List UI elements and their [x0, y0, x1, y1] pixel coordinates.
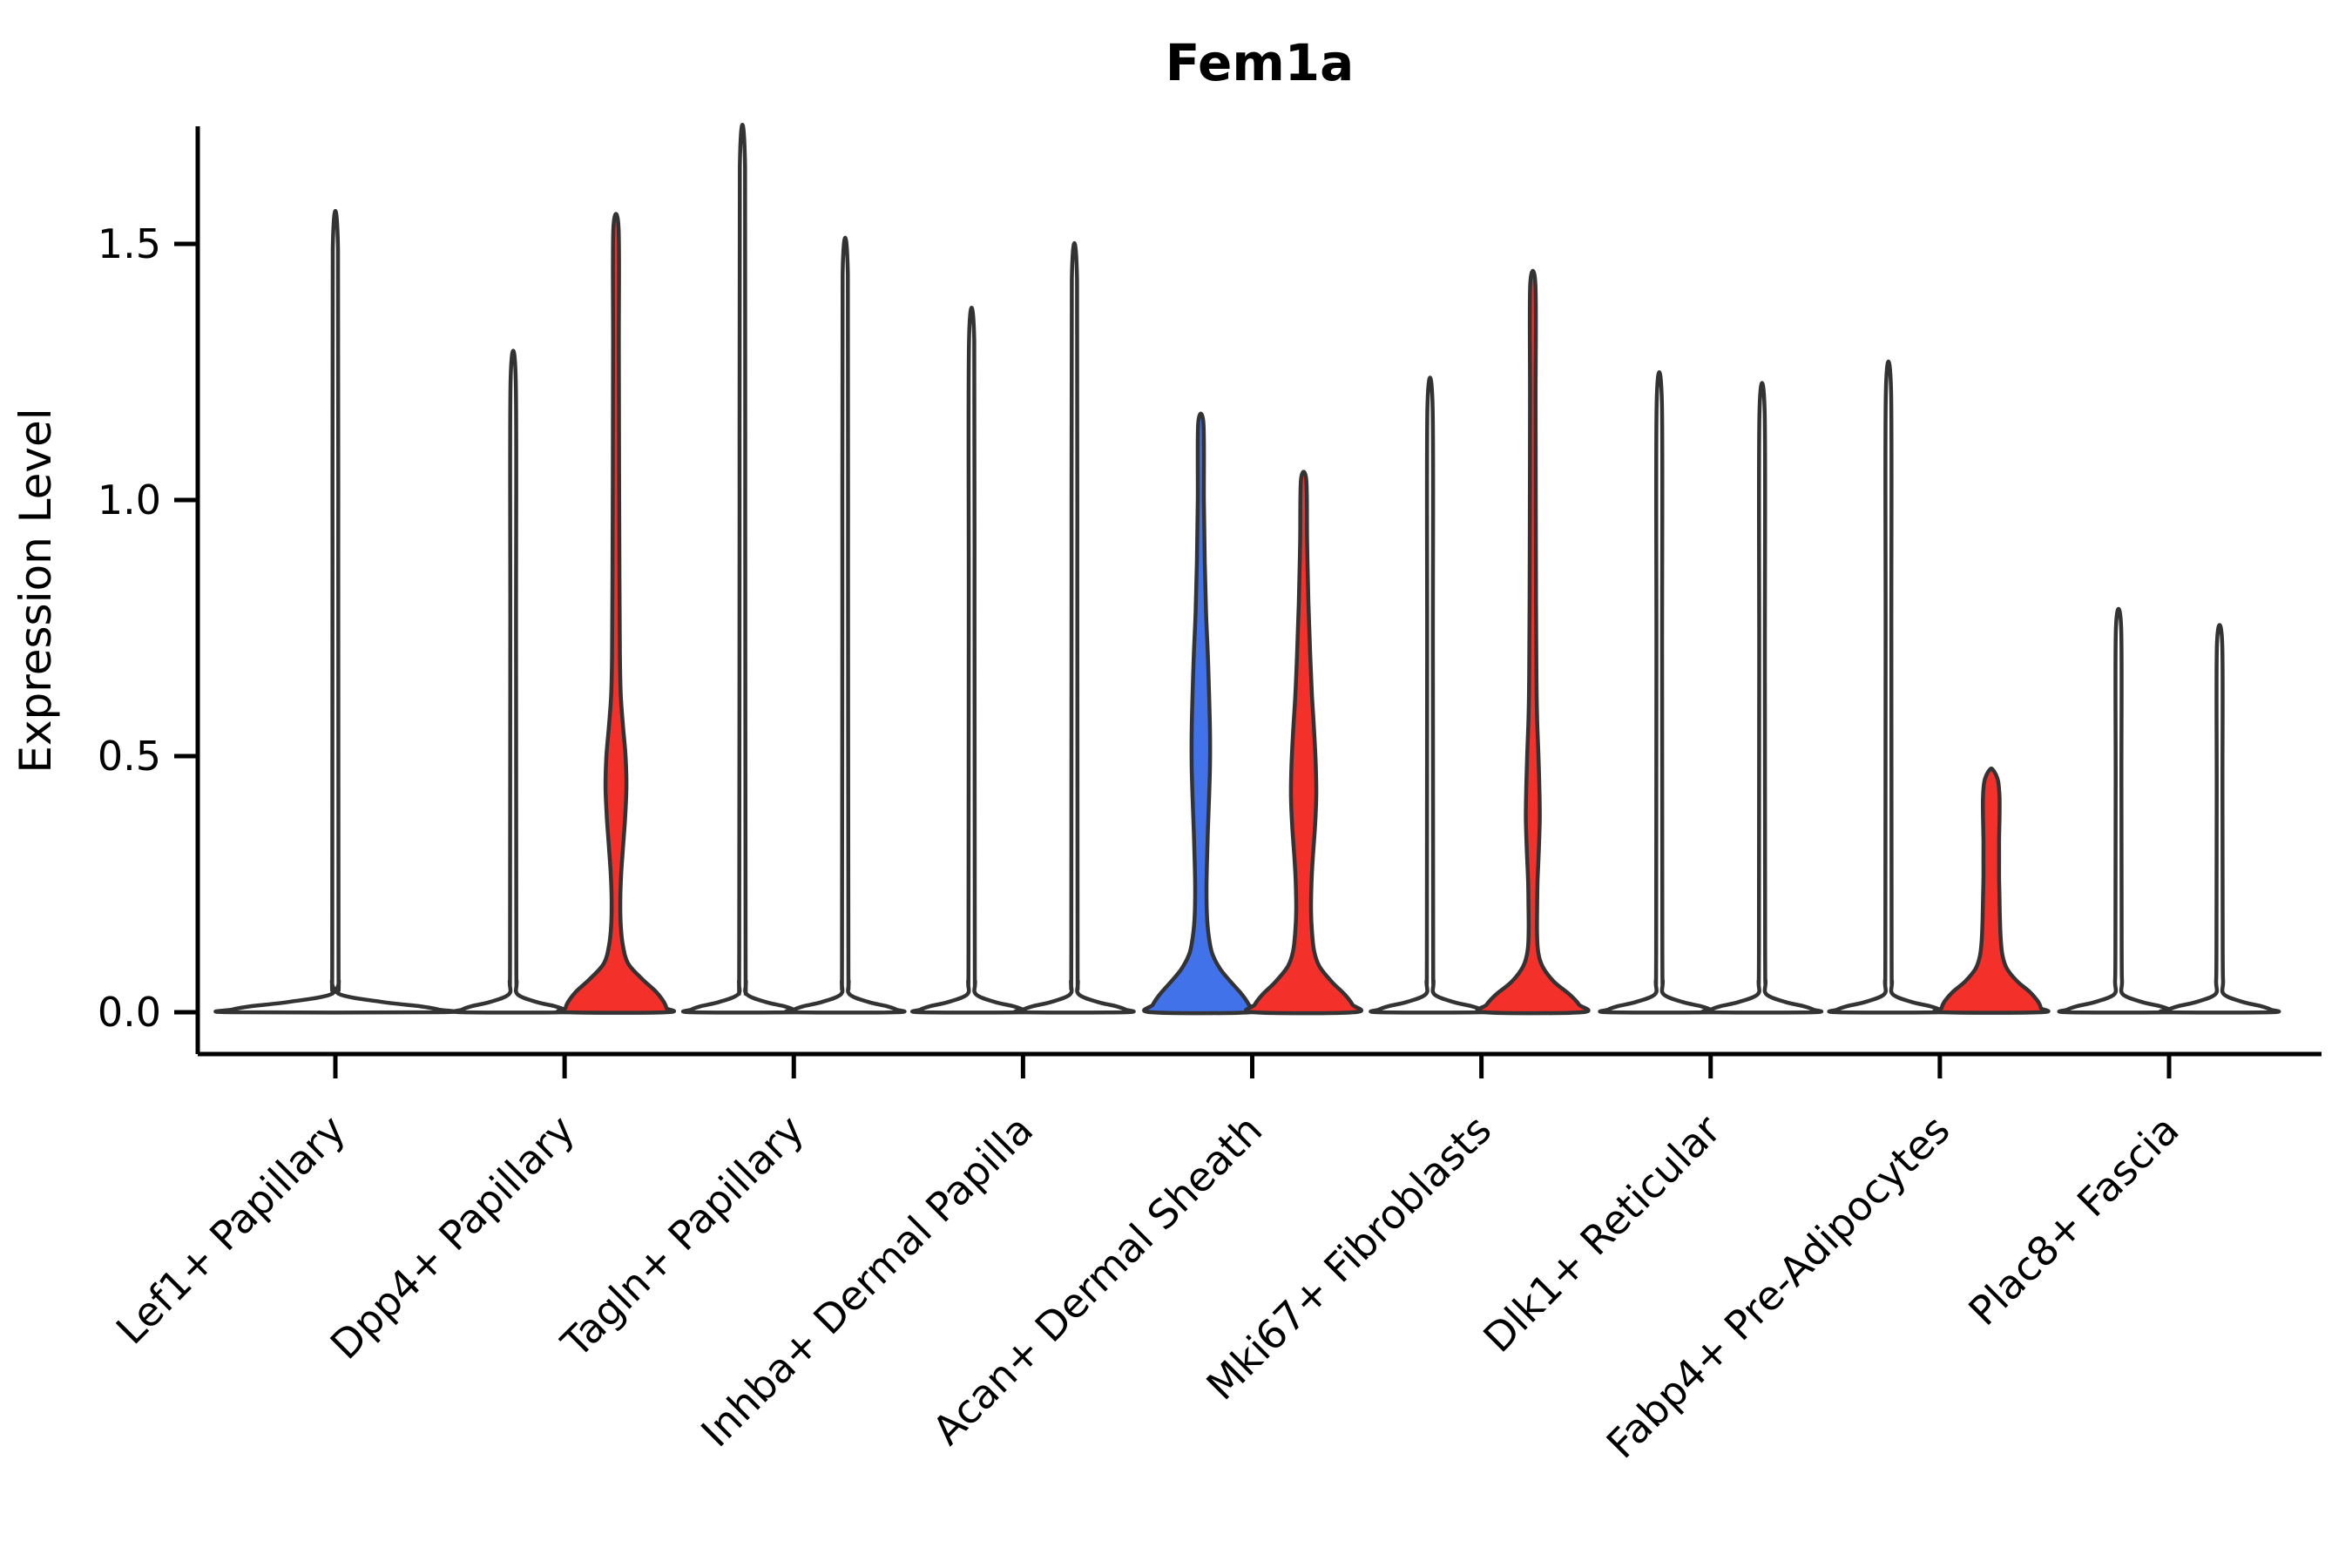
violin-plac8-fascia-left [2057, 606, 2180, 1015]
violin-lef1-papillary-single [213, 209, 457, 1015]
x-tick-label: Plac8+ Fascia [1959, 1106, 2187, 1335]
violin-fabp4-pre-adipocytes-left [1827, 359, 1950, 1015]
violin-tagln-papillary-right [783, 236, 907, 1015]
x-tick-label: Dlk1+ Reticular [1474, 1106, 1729, 1362]
x-tick-label: Tagln+ Papillary [551, 1106, 813, 1368]
violin-plac8-fascia-right [2158, 623, 2281, 1015]
violin-dpp4-papillary-left [451, 348, 575, 1015]
violin-acan-dermal-sheath-left [1142, 411, 1260, 1016]
x-tick-label: Dpp4+ Papillary [321, 1106, 584, 1369]
violin-dlk1-reticular-left [1598, 370, 1721, 1015]
violin-dpp4-papillary-right [556, 212, 677, 1015]
y-tick-label: 0.0 [98, 989, 161, 1036]
y-tick-label: 1.5 [98, 220, 161, 267]
violin-mki67-fibroblasts-left [1369, 375, 1492, 1015]
violin-inhba-dermal-papilla-left [909, 306, 1033, 1015]
violin-inhba-dermal-papilla-right [1012, 241, 1136, 1015]
y-tick-label: 0.5 [98, 733, 161, 780]
y-axis-label: Expression Level [10, 408, 61, 773]
violin-acan-dermal-sheath-right [1244, 470, 1363, 1016]
chart-title: Fem1a [1166, 33, 1355, 92]
violin-fabp4-pre-adipocytes-right [1932, 766, 2051, 1015]
violin-dlk1-reticular-right [1700, 381, 1824, 1015]
violins [213, 123, 2281, 1016]
violin-tagln-papillary-left [680, 123, 804, 1015]
x-tick-label: Lef1+ Papillary [107, 1106, 355, 1354]
violin-mki67-fibroblasts-right [1475, 268, 1591, 1016]
axes [174, 126, 2322, 1078]
y-tick-label: 1.0 [98, 476, 161, 524]
